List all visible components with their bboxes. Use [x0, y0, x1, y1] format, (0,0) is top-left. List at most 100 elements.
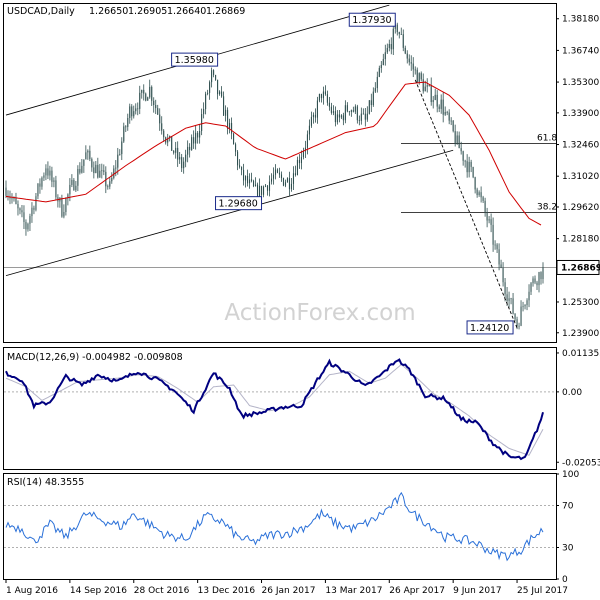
candle	[35, 193, 37, 212]
candle	[65, 197, 67, 216]
candle	[57, 194, 59, 208]
swing-labels-layer: 1.37930 1.35980 1.29680 1.24120	[171, 12, 514, 335]
candle	[11, 193, 13, 204]
candle	[286, 177, 289, 183]
candle	[346, 102, 348, 113]
candle	[155, 99, 157, 115]
candle	[227, 107, 229, 135]
candle	[462, 150, 464, 166]
candle	[456, 131, 458, 145]
candle	[494, 240, 496, 250]
candle	[99, 163, 101, 178]
candle	[386, 43, 388, 54]
x-axis-label: 26 Apr 2017	[389, 586, 445, 596]
x-axis-label: 25 Jul 2017	[517, 586, 568, 596]
symbol-header: USDCAD,Daily	[7, 6, 75, 17]
watermark: ActionForex.com	[224, 300, 415, 326]
candle	[63, 204, 65, 219]
x-axis-label: 1 Aug 2016	[6, 586, 58, 596]
fibonacci-layer: 61.8 38.2	[401, 134, 557, 213]
x-axis-label: 28 Oct 2016	[134, 586, 190, 596]
candle	[370, 93, 372, 112]
candle	[390, 37, 392, 55]
candle	[464, 159, 466, 168]
candle	[502, 262, 504, 287]
candle	[536, 280, 538, 290]
candle	[530, 281, 532, 296]
candle	[223, 91, 225, 116]
candle	[250, 172, 253, 183]
candle	[209, 80, 211, 100]
candle	[538, 271, 540, 293]
candle	[183, 157, 185, 174]
candle	[534, 275, 536, 285]
candle	[85, 145, 87, 160]
candle	[472, 166, 474, 179]
candle	[288, 171, 291, 196]
candle	[215, 74, 217, 81]
candle	[109, 176, 111, 190]
candle	[201, 108, 203, 136]
candle	[322, 86, 324, 105]
candle	[508, 291, 510, 308]
candle	[21, 204, 23, 218]
candle	[276, 168, 279, 174]
candle	[522, 301, 524, 312]
candle	[290, 177, 293, 192]
candle	[348, 110, 350, 116]
candle	[454, 124, 456, 147]
candle	[207, 89, 209, 96]
candle	[97, 157, 99, 179]
candle	[153, 97, 155, 113]
candle	[143, 84, 145, 101]
candle	[19, 207, 21, 215]
candle	[49, 165, 51, 181]
candle	[37, 183, 39, 200]
candle	[366, 106, 368, 122]
candle	[115, 160, 117, 177]
rsi-header: RSI(14) 48.3555	[7, 477, 84, 488]
candle	[492, 217, 494, 252]
candle	[33, 205, 35, 215]
candle	[103, 164, 105, 176]
candle	[420, 71, 422, 82]
candle	[211, 67, 213, 88]
candle	[470, 159, 472, 173]
candle	[239, 159, 241, 169]
candle	[29, 213, 31, 232]
x-axis-label: 13 Dec 2016	[198, 586, 256, 596]
svg-text:1.37930: 1.37930	[352, 15, 391, 26]
candle	[107, 184, 109, 190]
candle	[15, 192, 17, 205]
candle	[282, 177, 285, 187]
candle	[43, 172, 45, 181]
candle	[213, 69, 215, 78]
candle	[205, 91, 207, 115]
candle	[368, 100, 370, 115]
candle	[47, 161, 49, 180]
macd-axis-label: 0.011355	[562, 349, 600, 359]
candle	[137, 102, 139, 116]
candle	[193, 130, 195, 149]
candle	[129, 103, 131, 124]
candle	[25, 219, 27, 236]
candle	[392, 26, 394, 55]
candle	[197, 131, 199, 144]
candle	[31, 202, 33, 223]
current-price-label: 1.26869	[561, 263, 600, 273]
swing-label: 1.35980	[171, 52, 219, 67]
candle	[17, 200, 19, 216]
candle	[514, 313, 516, 322]
candle	[334, 106, 336, 127]
candle	[504, 277, 506, 302]
svg-text:1.29680: 1.29680	[219, 199, 258, 210]
candle	[324, 85, 326, 96]
candle	[518, 322, 520, 330]
candle	[298, 154, 301, 169]
candle	[51, 166, 53, 188]
candle	[262, 185, 265, 198]
macd-line	[5, 358, 544, 461]
candle	[358, 115, 360, 126]
